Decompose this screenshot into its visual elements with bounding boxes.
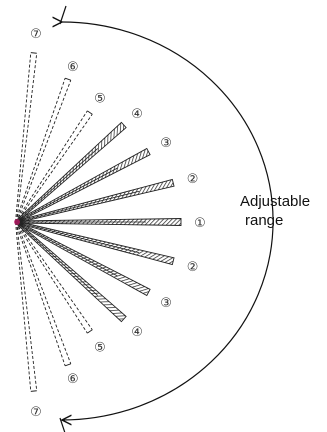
beam-level-label-7: ②: [187, 260, 199, 275]
beam-level-label-0: ①: [194, 216, 206, 231]
beam-6: [15, 52, 38, 223]
arc-top-tick: [59, 5, 67, 25]
beam-level-label-4: ⑤: [94, 92, 106, 107]
adjustable-range-arc: [62, 22, 274, 420]
beam-level-label-8: ③: [160, 296, 172, 311]
arc-bottom-tick: [59, 417, 66, 432]
beam-level-label-3: ④: [131, 107, 143, 122]
beam-level-label-9: ④: [131, 325, 143, 340]
beam-origin-mark: [14, 219, 20, 225]
beam-level-label-12: ⑦: [30, 405, 42, 420]
beam-5: [15, 77, 72, 223]
beam-level-label-11: ⑥: [67, 372, 79, 387]
beam-level-label-5: ⑥: [67, 60, 79, 75]
beam-level-label-10: ⑤: [94, 340, 106, 355]
beam-level-label-6: ⑦: [30, 27, 42, 42]
beam-10: [15, 221, 93, 334]
caption-adjustable: Adjustable: [240, 193, 310, 210]
beam-0: [15, 218, 182, 226]
caption-range: range: [245, 212, 283, 229]
beam-11: [15, 221, 72, 367]
beam-12: [15, 221, 38, 392]
beam-4: [15, 110, 93, 223]
beam-level-label-2: ③: [160, 136, 172, 151]
beams-layer: [14, 52, 182, 392]
beam-level-label-1: ②: [187, 172, 199, 187]
level-labels-layer: ① ② ③ ④ ⑤ ⑥ ⑦ ② ③ ④ ⑤ ⑥ ⑦: [30, 27, 206, 420]
